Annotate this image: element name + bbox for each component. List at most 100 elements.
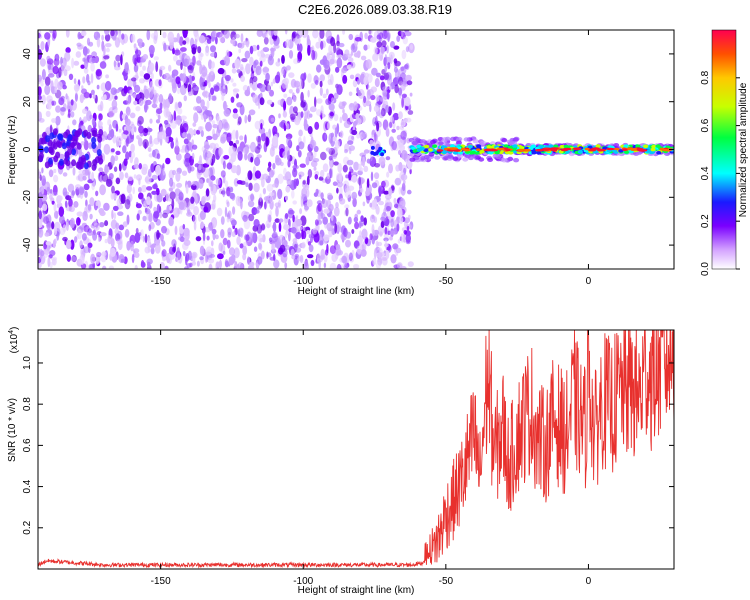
noise-cell bbox=[397, 207, 403, 218]
noise-cell bbox=[198, 178, 204, 189]
noise-cell bbox=[91, 171, 95, 181]
noise-cell bbox=[227, 227, 232, 236]
noise-cell bbox=[147, 147, 152, 152]
noise-cell bbox=[379, 231, 383, 237]
noise-cell bbox=[153, 206, 157, 212]
noise-cell bbox=[380, 96, 383, 102]
noise-cell bbox=[142, 215, 147, 222]
noise-cell bbox=[90, 63, 95, 72]
noise-cell bbox=[366, 44, 370, 50]
noise-cell bbox=[373, 46, 378, 55]
noise-cell bbox=[177, 101, 182, 109]
noise-cell bbox=[150, 72, 154, 80]
noise-cell bbox=[223, 155, 230, 160]
noise-cell bbox=[314, 219, 319, 226]
noise-cell bbox=[292, 167, 298, 178]
noise-cell bbox=[362, 156, 366, 168]
noise-cell bbox=[223, 100, 227, 111]
noise-cell bbox=[50, 86, 55, 94]
noise-cell bbox=[242, 241, 248, 247]
noise-cell bbox=[405, 117, 412, 123]
noise-cell bbox=[273, 44, 280, 49]
noise-cell bbox=[396, 125, 400, 131]
noise-cell bbox=[141, 184, 147, 193]
noise-cell bbox=[155, 119, 161, 124]
noise-cell bbox=[400, 174, 408, 181]
noise-cell bbox=[242, 253, 247, 261]
noise-cell bbox=[76, 211, 84, 217]
noise-cell bbox=[168, 37, 175, 43]
noise-cell bbox=[212, 229, 216, 241]
noise-cell bbox=[314, 96, 317, 108]
noise-cell bbox=[126, 96, 131, 106]
noise-cell bbox=[119, 171, 124, 181]
noise-cell bbox=[205, 47, 210, 57]
noise-cell bbox=[299, 79, 303, 89]
noise-cell bbox=[277, 188, 283, 200]
noise-cell bbox=[148, 212, 153, 223]
noise-cell bbox=[328, 103, 335, 111]
noise-cell bbox=[133, 164, 140, 170]
noise-cell bbox=[38, 210, 42, 220]
noise-cell bbox=[283, 93, 288, 98]
noise-cell bbox=[95, 201, 99, 207]
noise-cell bbox=[335, 221, 342, 232]
snr-series-line bbox=[38, 330, 674, 569]
noise-cell bbox=[196, 96, 202, 104]
noise-cell bbox=[393, 45, 400, 50]
band-cell bbox=[486, 145, 492, 149]
noise-cell bbox=[273, 253, 276, 262]
noise-cell bbox=[312, 227, 318, 235]
figure-title: C2E6.2026.089.03.38.R19 bbox=[298, 2, 452, 17]
noise-cell bbox=[262, 188, 266, 195]
noise-cell bbox=[52, 128, 58, 136]
noise-cell bbox=[359, 230, 362, 238]
noise-cell bbox=[291, 254, 296, 260]
noise-cell bbox=[328, 155, 333, 161]
noise-cell bbox=[294, 247, 302, 253]
noise-cell bbox=[148, 44, 155, 55]
noise-cell bbox=[306, 230, 311, 235]
noise-cell bbox=[98, 167, 104, 172]
noise-cell bbox=[169, 204, 172, 211]
noise-cell bbox=[91, 163, 97, 171]
noise-cell bbox=[247, 200, 255, 208]
noise-cell bbox=[159, 211, 163, 219]
noise-cell bbox=[371, 67, 378, 76]
noise-cell bbox=[386, 205, 391, 212]
noise-cell bbox=[195, 195, 198, 205]
noise-cell bbox=[267, 82, 271, 94]
noise-cell bbox=[229, 186, 234, 193]
noise-cell bbox=[146, 186, 153, 191]
noise-cell bbox=[263, 36, 269, 45]
noise-cell bbox=[346, 159, 354, 166]
noise-cell bbox=[110, 30, 115, 37]
noise-cell bbox=[38, 86, 42, 96]
noise-cell bbox=[240, 75, 246, 82]
noise-cell bbox=[38, 155, 44, 163]
noise-cell bbox=[158, 131, 165, 140]
noise-cell bbox=[111, 185, 115, 194]
noise-cell bbox=[400, 186, 406, 196]
noise-cell bbox=[239, 42, 245, 49]
noise-cell bbox=[43, 216, 50, 225]
noise-cell bbox=[41, 94, 46, 105]
noise-cell bbox=[137, 209, 142, 215]
noise-cell bbox=[38, 32, 41, 39]
band-peak bbox=[497, 147, 505, 151]
noise-cell bbox=[81, 233, 87, 241]
noise-cell bbox=[69, 217, 75, 229]
noise-cell bbox=[278, 222, 282, 233]
noise-cell bbox=[114, 155, 119, 162]
noise-cell bbox=[288, 89, 293, 94]
noise-cell bbox=[356, 133, 360, 139]
noise-cell bbox=[385, 127, 390, 137]
noise-cell bbox=[259, 97, 265, 106]
noise-cell bbox=[60, 107, 66, 112]
noise-cell bbox=[222, 187, 226, 198]
noise-cell bbox=[66, 95, 70, 106]
noise-cell bbox=[230, 31, 237, 41]
noise-cell bbox=[49, 261, 53, 269]
noise-cell bbox=[209, 142, 216, 149]
noise-cell bbox=[138, 125, 144, 134]
